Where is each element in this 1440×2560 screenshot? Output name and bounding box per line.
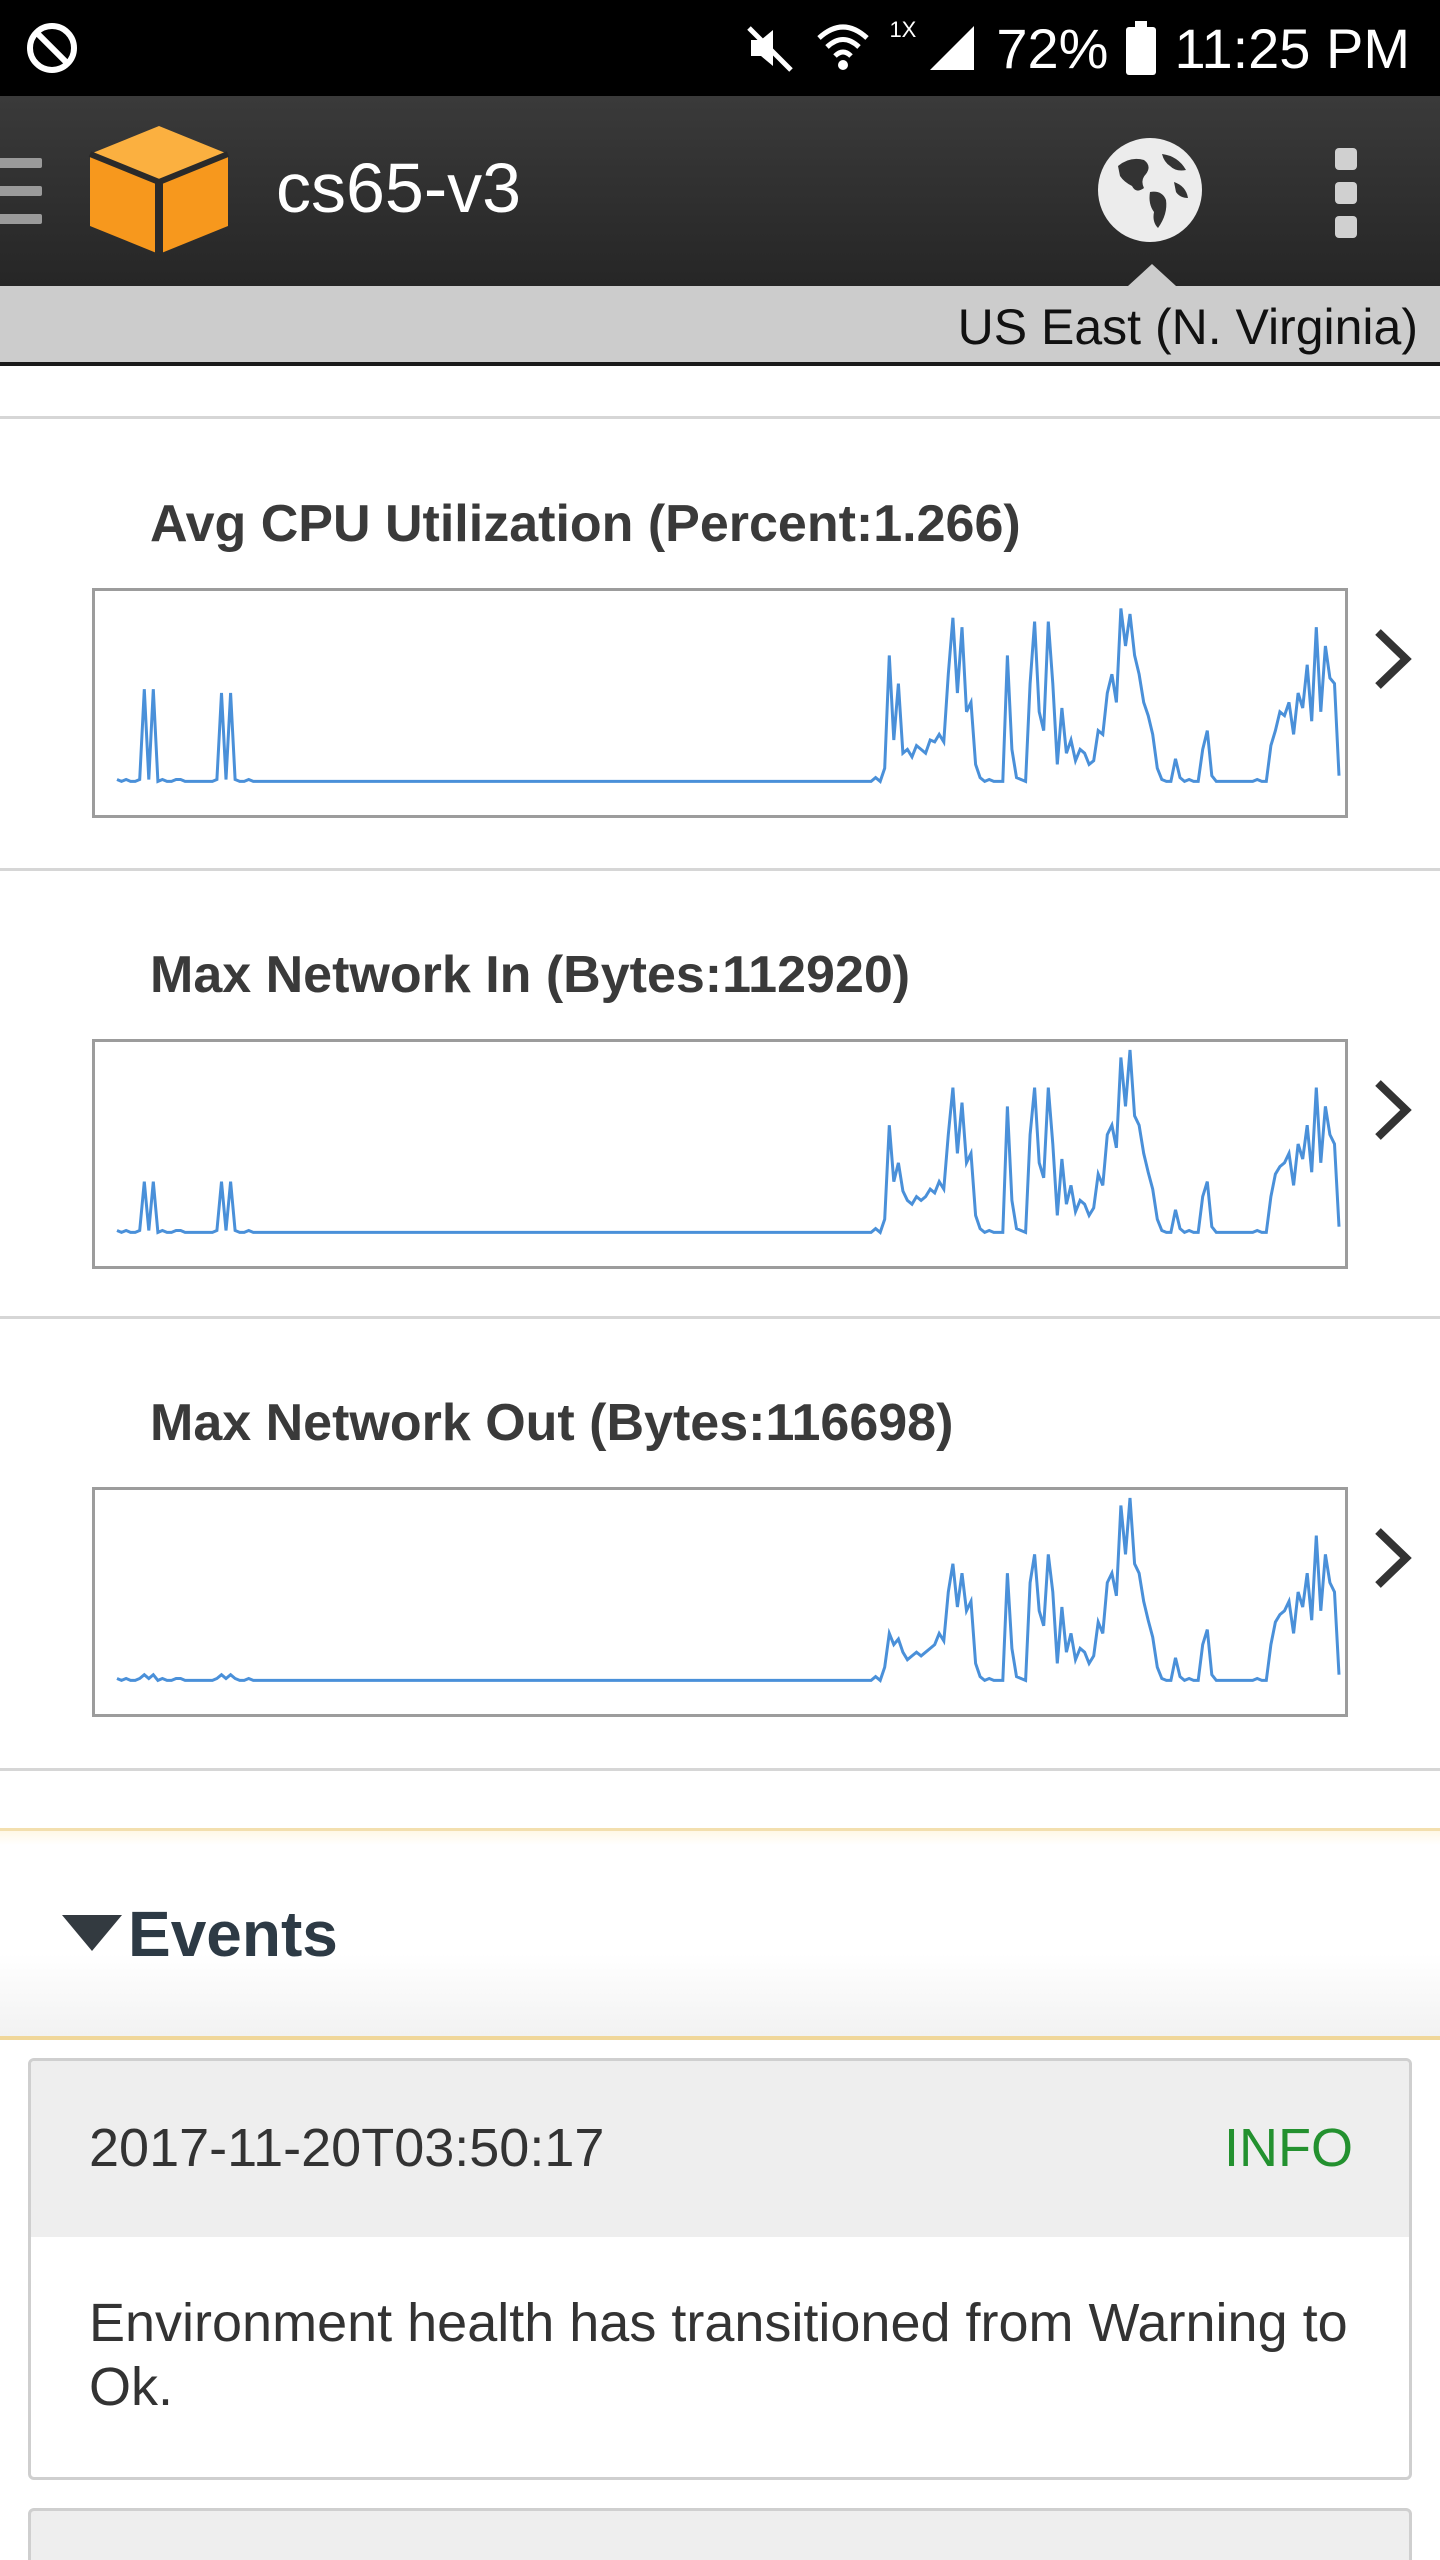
- collapse-triangle-icon[interactable]: [62, 1915, 122, 1951]
- region-label: US East (N. Virginia): [957, 299, 1418, 355]
- status-bar: 1X 72% 11:25 PM: [0, 0, 1440, 96]
- page-title: cs65-v3: [276, 149, 522, 227]
- chevron-right-icon[interactable]: [1368, 624, 1416, 694]
- metric-cpu-utilization[interactable]: Avg CPU Utilization (Percent:1.266): [0, 420, 1440, 870]
- do-not-disturb-icon: [27, 23, 77, 73]
- divider: [0, 1316, 1440, 1319]
- event-card[interactable]: 2017-11-20T03:50:17 INFO Environment hea…: [28, 2058, 1412, 2480]
- hamburger-menu-icon[interactable]: [0, 158, 42, 224]
- divider: [0, 1768, 1440, 1771]
- battery-percent: 72%: [996, 16, 1109, 80]
- events-label: Events: [128, 1898, 338, 1970]
- event-level-badge: INFO: [1224, 2118, 1353, 2178]
- signal-icon: [930, 26, 975, 70]
- network-in-chart-plot: [116, 1049, 1341, 1235]
- divider: [0, 868, 1440, 871]
- network-in-series-line: [116, 1049, 1341, 1235]
- metric-title: Max Network Out (Bytes:116698): [150, 1394, 954, 1452]
- metric-title: Avg CPU Utilization (Percent:1.266): [150, 495, 1021, 553]
- region-pointer: [1128, 264, 1176, 286]
- cpu-chart-plot: [116, 608, 1341, 784]
- cpu-series-line: [116, 608, 1341, 784]
- region-bar[interactable]: US East (N. Virginia): [0, 286, 1440, 366]
- event-card-header: 2017-11-20T03:50:17 INFO: [31, 2061, 1409, 2237]
- network-in-chart: [92, 1039, 1348, 1269]
- battery-icon: [1126, 21, 1157, 75]
- event-message: Environment health has transitioned from…: [89, 2293, 1348, 2417]
- metric-network-out[interactable]: Max Network Out (Bytes:116698): [0, 1319, 1440, 1769]
- events-section-header[interactable]: Events: [0, 1828, 1440, 2040]
- app-bar: cs65-v3: [0, 96, 1440, 286]
- globe-icon[interactable]: [1096, 136, 1204, 244]
- aws-cube-logo: [88, 126, 230, 254]
- divider: [0, 416, 1440, 419]
- mute-icon: [747, 26, 794, 72]
- metric-network-in[interactable]: Max Network In (Bytes:112920): [0, 871, 1440, 1316]
- cpu-chart: [92, 588, 1348, 818]
- network-out-series-line: [116, 1497, 1341, 1683]
- more-vert-icon[interactable]: [1328, 148, 1364, 238]
- event-timestamp: 2017-11-20T03:50:17: [89, 2118, 605, 2178]
- chevron-right-icon[interactable]: [1368, 1075, 1416, 1145]
- network-type-label: 1X: [889, 17, 917, 42]
- wifi-icon: [817, 24, 870, 70]
- network-out-chart-plot: [116, 1497, 1341, 1683]
- chevron-right-icon[interactable]: [1368, 1523, 1416, 1593]
- metric-title: Max Network In (Bytes:112920): [150, 946, 911, 1004]
- clock: 11:25 PM: [1174, 16, 1410, 80]
- event-card[interactable]: [28, 2508, 1412, 2560]
- network-out-chart: [92, 1487, 1348, 1717]
